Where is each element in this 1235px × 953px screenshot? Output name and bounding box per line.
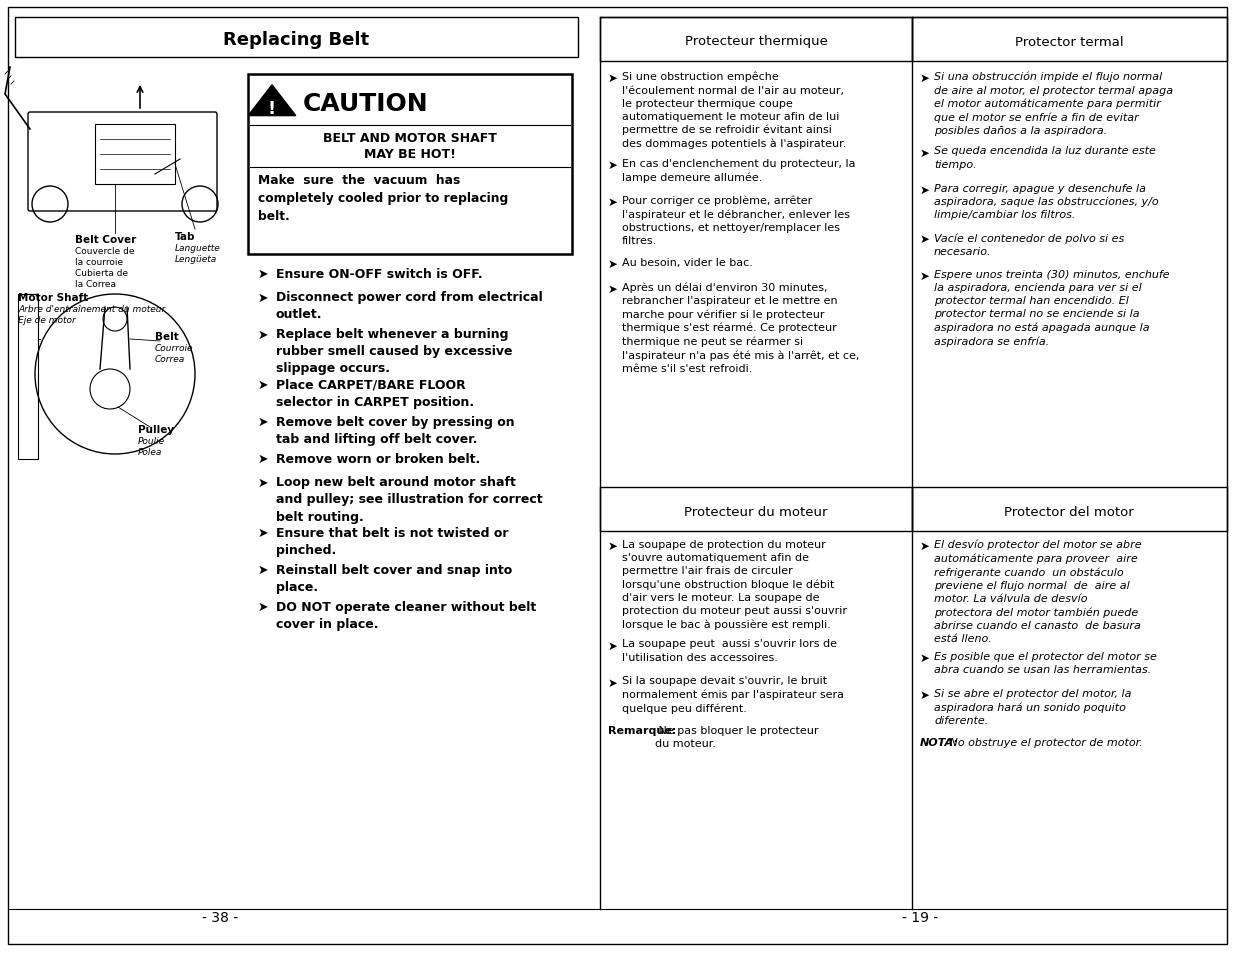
Text: !: ! (268, 100, 277, 118)
Text: ➤: ➤ (608, 282, 618, 295)
Text: Si une obstruction empêche
l'écoulement normal de l'air au moteur,
le protecteur: Si une obstruction empêche l'écoulement … (622, 71, 846, 149)
Text: Para corregir, apague y desenchufe la
aspiradora, saque las obstrucciones, y/o
l: Para corregir, apague y desenchufe la as… (934, 183, 1158, 219)
Text: ➤: ➤ (258, 600, 268, 614)
Text: El desvío protector del motor se abre
automáticamente para proveer  aire
refrige: El desvío protector del motor se abre au… (934, 539, 1141, 643)
Text: ➤: ➤ (258, 476, 268, 489)
Text: ➤: ➤ (258, 563, 268, 577)
Text: ➤: ➤ (608, 195, 618, 209)
Text: ➤: ➤ (258, 453, 268, 465)
Text: ➤: ➤ (920, 688, 930, 701)
Bar (911, 18, 1228, 62)
Text: ➤: ➤ (608, 71, 618, 85)
Text: CAUTION: CAUTION (303, 91, 429, 116)
Text: Ne pas bloquer le protecteur
du moteur.: Ne pas bloquer le protecteur du moteur. (655, 725, 819, 748)
Bar (248, 75, 572, 254)
Text: ➤: ➤ (920, 183, 930, 196)
Text: Espere unos treinta (30) minutos, enchufe
la aspiradora, encienda para ver si el: Espere unos treinta (30) minutos, enchuf… (934, 270, 1170, 346)
Text: ➤: ➤ (920, 539, 930, 553)
Text: ➤: ➤ (258, 268, 268, 281)
Text: ➤: ➤ (258, 378, 268, 392)
Text: ➤: ➤ (920, 651, 930, 664)
Text: ➤: ➤ (608, 639, 618, 652)
Text: Protector del motor: Protector del motor (1004, 505, 1134, 518)
Text: Ensure that belt is not twisted or
pinched.: Ensure that belt is not twisted or pinch… (275, 526, 509, 557)
Text: Protecteur du moteur: Protecteur du moteur (684, 505, 827, 518)
Text: Remarque:: Remarque: (608, 725, 677, 735)
Text: ➤: ➤ (608, 257, 618, 271)
Text: Après un délai d'environ 30 minutes,
rebrancher l'aspirateur et le mettre en
mar: Après un délai d'environ 30 minutes, reb… (622, 282, 860, 374)
Text: ➤: ➤ (920, 233, 930, 246)
Text: Arbre d'entraînement du moteur
Eje de motor: Arbre d'entraînement du moteur Eje de mo… (19, 305, 165, 325)
Text: Pulley: Pulley (138, 424, 174, 435)
Text: Au besoin, vider le bac.: Au besoin, vider le bac. (622, 257, 753, 268)
Text: Vacíe el contenedor de polvo si es
necesario.: Vacíe el contenedor de polvo si es neces… (934, 233, 1124, 256)
Text: Pour corriger ce problème, arrêter
l'aspirateur et le débrancher, enlever les
ob: Pour corriger ce problème, arrêter l'asp… (622, 195, 850, 246)
Text: Replace belt whenever a burning
rubber smell caused by excessive
slippage occurs: Replace belt whenever a burning rubber s… (275, 328, 513, 375)
Text: ➤: ➤ (258, 328, 268, 341)
Text: Protecteur thermique: Protecteur thermique (684, 35, 827, 49)
Text: Si la soupape devait s'ouvrir, le bruit
normalement émis par l'aspirateur sera
q: Si la soupape devait s'ouvrir, le bruit … (622, 676, 844, 713)
Text: - 38 -: - 38 - (203, 910, 238, 924)
Text: Couvercle de
la courroie
Cubierta de
la Correa: Couvercle de la courroie Cubierta de la … (75, 247, 135, 289)
Text: Tab: Tab (175, 232, 195, 242)
Text: La soupape peut  aussi s'ouvrir lors de
l'utilisation des accessoires.: La soupape peut aussi s'ouvrir lors de l… (622, 639, 837, 661)
Text: Disconnect power cord from electrical
outlet.: Disconnect power cord from electrical ou… (275, 292, 542, 321)
Bar (95, 125, 175, 185)
Bar (15, 18, 578, 58)
Text: En cas d'enclenchement du protecteur, la
lampe demeure allumée.: En cas d'enclenchement du protecteur, la… (622, 159, 856, 183)
Text: ➤: ➤ (608, 159, 618, 172)
Polygon shape (248, 86, 296, 116)
Text: Belt Cover: Belt Cover (75, 234, 136, 245)
Bar (19, 294, 38, 459)
Text: Remove worn or broken belt.: Remove worn or broken belt. (275, 453, 480, 465)
Text: Reinstall belt cover and snap into
place.: Reinstall belt cover and snap into place… (275, 563, 513, 594)
Text: No obstruye el protector de motor.: No obstruye el protector de motor. (946, 738, 1142, 748)
Text: Motor Shaft: Motor Shaft (19, 293, 88, 303)
Text: Se queda encendida la luz durante este
tiempo.: Se queda encendida la luz durante este t… (934, 147, 1156, 170)
Text: NOTA:: NOTA: (920, 738, 958, 748)
Text: Languette
Lengüeta: Languette Lengüeta (175, 244, 221, 264)
Text: Loop new belt around motor shaft
and pulley; see illustration for correct
belt r: Loop new belt around motor shaft and pul… (275, 476, 542, 523)
Text: MAY BE HOT!: MAY BE HOT! (364, 148, 456, 161)
Text: ➤: ➤ (258, 526, 268, 539)
Text: BELT AND MOTOR SHAFT: BELT AND MOTOR SHAFT (324, 132, 496, 145)
Text: ➤: ➤ (920, 270, 930, 283)
Text: - 19 -: - 19 - (902, 910, 939, 924)
Text: ➤: ➤ (258, 416, 268, 429)
Text: Remove belt cover by pressing on
tab and lifting off belt cover.: Remove belt cover by pressing on tab and… (275, 416, 515, 446)
Text: Si una obstrucción impide el flujo normal
de aire al motor, el protector termal : Si una obstrucción impide el flujo norma… (934, 71, 1173, 136)
Text: Place CARPET/BARE FLOOR
selector in CARPET position.: Place CARPET/BARE FLOOR selector in CARP… (275, 378, 474, 409)
Text: Courroie
Correa: Courroie Correa (156, 344, 194, 364)
Text: Es posible que el protector del motor se
abra cuando se usan las herramientas.: Es posible que el protector del motor se… (934, 651, 1157, 675)
Text: La soupape de protection du moteur
s'ouvre automatiquement afin de
permettre l'a: La soupape de protection du moteur s'ouv… (622, 539, 847, 629)
Text: Poulie
Polea: Poulie Polea (138, 436, 165, 456)
Bar (600, 18, 911, 62)
Text: Si se abre el protector del motor, la
aspiradora hará un sonido poquito
diferent: Si se abre el protector del motor, la as… (934, 688, 1131, 725)
Text: ➤: ➤ (920, 147, 930, 159)
Text: Protector termal: Protector termal (1015, 35, 1124, 49)
Text: ➤: ➤ (258, 292, 268, 304)
Bar (911, 488, 1228, 532)
Bar (600, 488, 911, 532)
Text: DO NOT operate cleaner without belt
cover in place.: DO NOT operate cleaner without belt cove… (275, 600, 536, 630)
Text: Replacing Belt: Replacing Belt (224, 30, 369, 49)
Text: ➤: ➤ (920, 71, 930, 85)
Text: ➤: ➤ (608, 539, 618, 553)
Text: Ensure ON-OFF switch is OFF.: Ensure ON-OFF switch is OFF. (275, 268, 483, 281)
Text: Belt: Belt (156, 332, 179, 341)
Text: ➤: ➤ (608, 676, 618, 689)
Text: Make  sure  the  vacuum  has
completely cooled prior to replacing
belt.: Make sure the vacuum has completely cool… (258, 173, 509, 223)
